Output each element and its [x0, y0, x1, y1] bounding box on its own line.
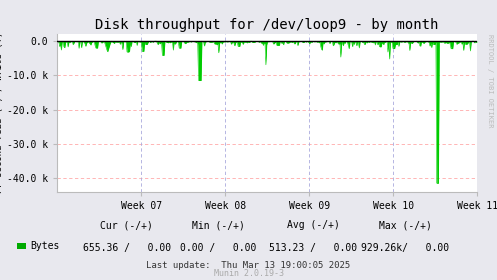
Text: Munin 2.0.19-3: Munin 2.0.19-3 [214, 269, 283, 278]
Text: Cur (-/+): Cur (-/+) [100, 220, 153, 230]
Text: RRDTOOL / TOBI OETIKER: RRDTOOL / TOBI OETIKER [487, 34, 493, 127]
Text: 929.26k/   0.00: 929.26k/ 0.00 [361, 243, 449, 253]
Text: Avg (-/+): Avg (-/+) [287, 220, 339, 230]
Text: 0.00 /   0.00: 0.00 / 0.00 [180, 243, 257, 253]
Title: Disk throughput for /dev/loop9 - by month: Disk throughput for /dev/loop9 - by mont… [95, 18, 439, 32]
Text: 655.36 /   0.00: 655.36 / 0.00 [83, 243, 171, 253]
Y-axis label: Pr second read (-) / write (+): Pr second read (-) / write (+) [0, 32, 4, 193]
Text: 513.23 /   0.00: 513.23 / 0.00 [269, 243, 357, 253]
Text: Min (-/+): Min (-/+) [192, 220, 245, 230]
Text: Last update:  Thu Mar 13 19:00:05 2025: Last update: Thu Mar 13 19:00:05 2025 [147, 262, 350, 270]
Text: Bytes: Bytes [30, 241, 59, 251]
Text: Max (-/+): Max (-/+) [379, 220, 431, 230]
